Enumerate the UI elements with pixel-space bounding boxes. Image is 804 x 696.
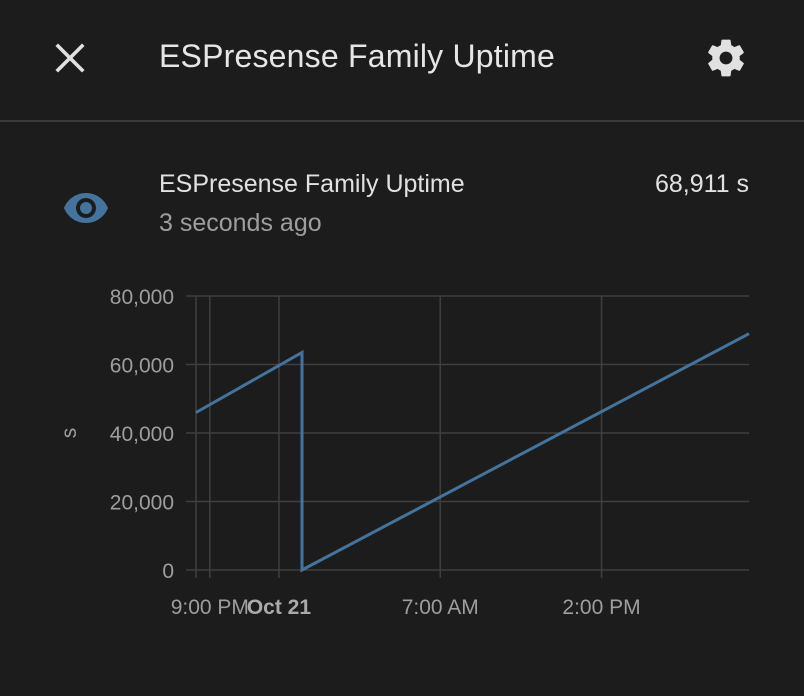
y-tick-label: 80,000 xyxy=(110,286,174,309)
x-tick-label: 9:00 PM xyxy=(171,596,249,619)
uptime-series-line[interactable] xyxy=(195,332,750,573)
x-tick-label: 2:00 PM xyxy=(562,596,640,619)
y-tick-label: 60,000 xyxy=(110,355,174,378)
close-button[interactable] xyxy=(42,30,98,86)
settings-button[interactable] xyxy=(698,30,754,86)
entity-state-value: 68,911 s xyxy=(654,170,749,198)
last-changed-time: 3 seconds ago xyxy=(159,209,322,237)
y-axis-label: s xyxy=(58,428,81,439)
gear-icon xyxy=(708,39,744,77)
y-tick-label: 0 xyxy=(162,560,174,583)
close-icon xyxy=(55,43,85,73)
y-tick-label: 20,000 xyxy=(110,492,174,515)
entity-name: ESPresense Family Uptime xyxy=(159,170,465,198)
x-tick-label: 7:00 AM xyxy=(402,596,479,619)
dialog-title: ESPresense Family Uptime xyxy=(159,38,556,74)
eye-icon xyxy=(64,193,108,223)
entity-row: ESPresense Family Uptime 3 seconds ago 6… xyxy=(0,150,804,260)
y-tick-label: 40,000 xyxy=(110,423,174,446)
x-tick-label: Oct 21 xyxy=(247,596,312,619)
dialog-header: ESPresense Family Uptime xyxy=(0,0,804,122)
